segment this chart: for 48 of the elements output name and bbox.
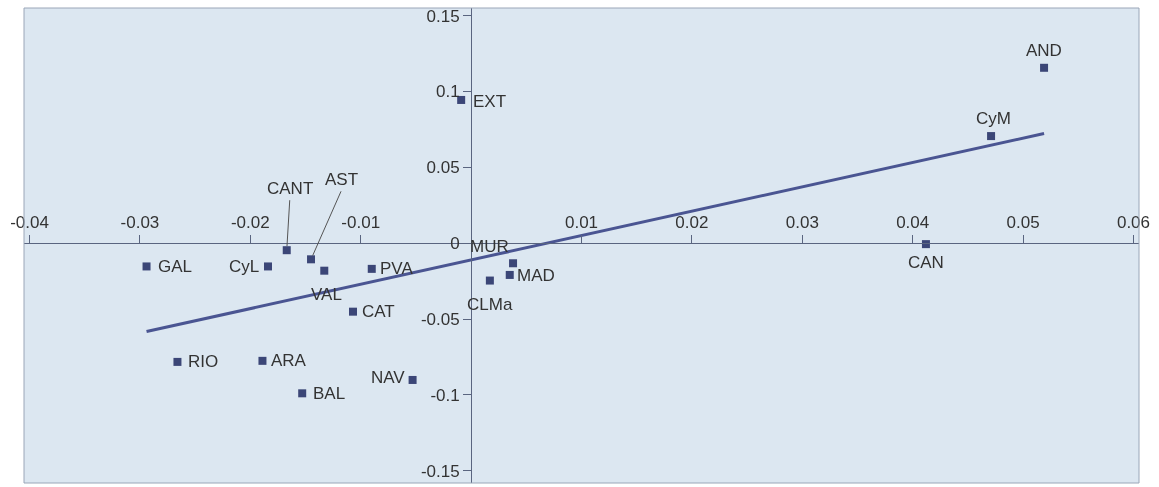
point [320,266,329,275]
point [509,259,518,268]
x-tick-label: -0.01 [341,213,381,233]
annotation: NAV [371,368,406,387]
annotation: ARA [271,351,307,370]
x-tick-label: 0.04 [896,213,930,233]
point [258,356,267,365]
point [263,262,272,271]
x-tick-label: 0.02 [675,213,709,233]
y-tick-label: -0.15 [420,461,460,481]
annotation: BAL [313,384,346,403]
point [367,264,376,273]
x-tick-label: -0.02 [230,213,270,233]
y-tick-label: -0.05 [420,310,460,330]
annotation: AND [1026,41,1062,60]
point [307,255,316,264]
annotation: RIO [188,352,219,371]
point [457,95,466,104]
point [348,307,357,316]
annotation: CAN [908,253,944,272]
point [173,357,182,366]
annotation: EXT [473,92,507,111]
point [142,262,151,271]
point [1040,63,1049,72]
annotation: AST [325,170,359,189]
point [987,132,996,141]
y-tick-label: 0.15 [426,6,460,26]
point [408,375,417,384]
annotation: CANT [267,179,314,198]
annotation: CyL [229,257,260,276]
x-tick-label: 0.03 [785,213,819,233]
annotation: PVA [380,259,414,278]
point [298,389,307,398]
point [282,246,291,255]
x-tick-label: -0.03 [120,213,160,233]
y-tick-label: 0.1 [436,82,460,102]
point [485,276,494,285]
annotation: CAT [362,302,395,321]
x-tick-label: 0.05 [1006,213,1040,233]
point [505,270,514,279]
annotation: GAL [158,257,193,276]
x-tick-label: -0.04 [10,213,49,233]
annotation: MAD [517,266,555,285]
y-tick-label: -0.1 [430,385,460,405]
y-tick-label: 0.05 [426,158,460,178]
x-tick-label: 0.01 [564,213,599,233]
x-tick-label: 0.06 [1116,213,1151,233]
annotation: CyM [976,109,1011,128]
